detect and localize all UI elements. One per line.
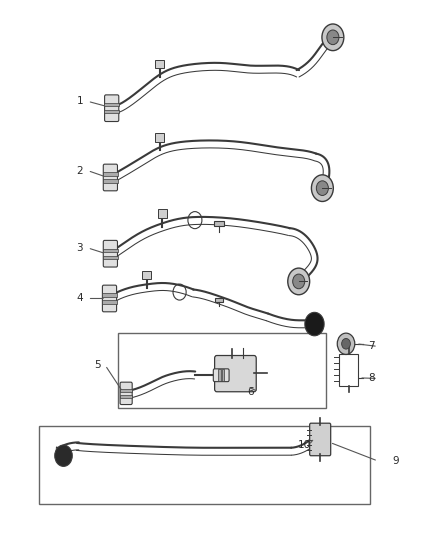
Bar xyxy=(104,110,119,114)
Bar xyxy=(103,172,118,175)
Bar xyxy=(214,221,224,227)
Circle shape xyxy=(293,274,305,289)
FancyBboxPatch shape xyxy=(215,356,256,392)
Circle shape xyxy=(311,175,333,201)
Bar xyxy=(158,209,166,218)
Bar xyxy=(118,333,326,408)
Text: 10: 10 xyxy=(298,440,311,450)
Bar xyxy=(39,426,370,504)
Circle shape xyxy=(322,24,344,51)
FancyBboxPatch shape xyxy=(102,285,117,312)
Bar xyxy=(339,354,358,386)
Text: 6: 6 xyxy=(247,387,254,397)
Circle shape xyxy=(337,333,355,354)
Bar xyxy=(218,369,220,382)
Bar xyxy=(103,180,118,183)
Circle shape xyxy=(305,312,324,336)
Bar xyxy=(155,60,164,68)
Bar xyxy=(102,293,117,296)
FancyBboxPatch shape xyxy=(120,382,132,405)
Bar xyxy=(215,298,223,302)
Bar xyxy=(155,133,164,142)
Text: 2: 2 xyxy=(77,166,83,175)
Circle shape xyxy=(55,445,72,466)
FancyBboxPatch shape xyxy=(310,423,331,456)
Bar xyxy=(120,394,132,398)
Bar xyxy=(222,369,224,382)
FancyBboxPatch shape xyxy=(103,164,117,191)
Circle shape xyxy=(342,338,350,349)
Bar xyxy=(102,301,117,304)
Bar xyxy=(142,271,151,279)
FancyBboxPatch shape xyxy=(213,369,229,382)
Circle shape xyxy=(327,30,339,45)
Text: 8: 8 xyxy=(368,374,374,383)
Text: 9: 9 xyxy=(392,456,399,466)
Bar xyxy=(103,256,118,259)
Text: 1: 1 xyxy=(77,96,83,106)
FancyBboxPatch shape xyxy=(105,95,119,122)
Circle shape xyxy=(288,268,310,295)
Circle shape xyxy=(316,181,328,196)
Text: 7: 7 xyxy=(368,342,374,351)
Text: 3: 3 xyxy=(77,243,83,253)
Text: 5: 5 xyxy=(94,360,101,370)
FancyBboxPatch shape xyxy=(103,240,117,267)
Bar xyxy=(103,248,118,252)
Text: 4: 4 xyxy=(77,294,83,303)
Bar xyxy=(120,389,132,392)
Bar xyxy=(104,103,119,106)
